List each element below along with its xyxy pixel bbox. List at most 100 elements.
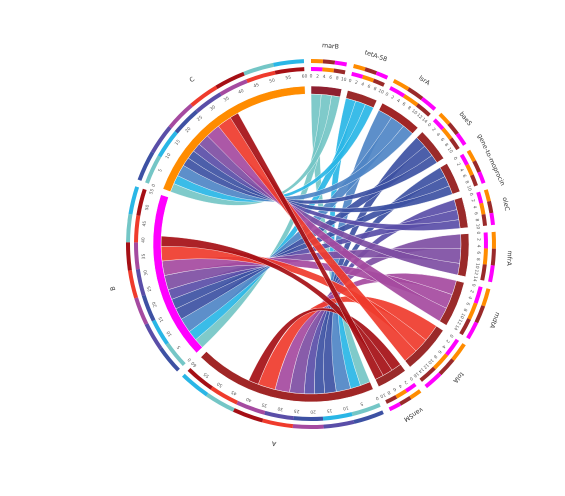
tick-label-teta-58-6: 6 [366, 83, 371, 90]
tick-label-b-20: 20 [151, 300, 159, 308]
tick-label-olec-2: 2 [470, 199, 477, 203]
ring-inner-c-6 [275, 67, 305, 75]
tick-label-a-30: 30 [277, 405, 284, 412]
tick-label-vansm-0: 0 [408, 375, 414, 382]
sector-label-baes: baeS [458, 111, 473, 128]
tick-label-teta-58-10: 10 [377, 88, 385, 96]
tick-label-c-20: 20 [184, 126, 192, 134]
sector-label-marb: marB [322, 42, 340, 51]
sector-label-a: A [271, 439, 277, 447]
tick-label-vansm-2: 2 [403, 379, 409, 386]
tick-label-lsra-0: 0 [384, 91, 389, 98]
tick-label-tola-0: 0 [448, 333, 455, 339]
tick-label-olec-10: 10 [474, 223, 481, 229]
tick-label-a-15: 15 [326, 407, 332, 414]
ring-inner-c-3 [196, 92, 222, 112]
tick-label-lsra-4: 4 [395, 98, 401, 105]
ring-outer-baes-2 [456, 133, 467, 146]
ring-outer-teta-58-1 [364, 67, 377, 75]
tick-label-c-45: 45 [253, 82, 260, 90]
tick-label-b-15: 15 [157, 315, 165, 323]
tick-label-baes-4: 4 [435, 132, 442, 138]
tick-label-a-20: 20 [310, 408, 316, 414]
sector-label-b: B [110, 286, 118, 292]
sector-label-lsra: lsrA [417, 75, 431, 88]
tick-label-marb-10: 10 [340, 76, 347, 83]
tick-label-tola-4: 4 [440, 343, 447, 349]
tick-label-a-35: 35 [261, 401, 268, 408]
tick-label-tola-2: 2 [444, 338, 451, 344]
tick-label-a-10: 10 [342, 404, 349, 411]
tick-label-vansm-6: 6 [392, 386, 398, 393]
sector-label-mdta: mdtA [488, 311, 501, 330]
tick-label-mfra-10: 10 [474, 263, 481, 270]
tick-label-mfra-2: 2 [475, 238, 481, 241]
ring-outer-vansm-0 [409, 389, 421, 399]
ring-outer-c-4 [215, 72, 244, 89]
tick-label-c-15: 15 [174, 138, 182, 146]
tick-label-baes-6: 6 [439, 137, 446, 143]
tick-label-a-55: 55 [202, 371, 210, 379]
ring-inner-marb-2 [334, 69, 346, 75]
tick-label-c-35: 35 [223, 95, 231, 103]
tick-label-gene-to-moprocin-2: 2 [455, 162, 462, 167]
ring-outer-gene-to-moprocin-1 [472, 160, 481, 173]
tick-label-b-50: 50 [144, 204, 151, 211]
tick-label-vansm-4: 4 [397, 383, 403, 390]
tick-label-gene-to-moprocin-8: 8 [463, 180, 470, 185]
ring-inner-a-2 [293, 416, 323, 421]
tick-label-c-60: 60 [302, 74, 308, 80]
ring-outer-olec-2 [489, 213, 495, 225]
tick-label-a-25: 25 [293, 408, 299, 414]
ring-outer-teta-58-0 [353, 64, 366, 71]
tick-label-lsra-2: 2 [390, 94, 396, 101]
ring-outer-a-1 [323, 420, 354, 429]
tick-label-marb-2: 2 [316, 74, 319, 80]
tick-label-baes-2: 2 [430, 127, 436, 133]
tick-label-mfra-14: 14 [471, 275, 478, 282]
tick-label-mdta-8: 8 [462, 307, 469, 312]
ring-inner-teta-58-0 [351, 72, 363, 79]
tick-label-mdta-4: 4 [466, 295, 473, 300]
ring-outer-mfra-1 [491, 249, 496, 266]
tick-label-teta-58-4: 4 [360, 81, 365, 88]
tick-label-gene-to-moprocin-0: 0 [452, 156, 459, 162]
tick-label-a-45: 45 [230, 389, 238, 397]
tick-label-olec-8: 8 [474, 218, 480, 222]
tick-label-b-10: 10 [165, 330, 173, 338]
ring-outer-b-4 [126, 242, 132, 270]
tick-label-baes-10: 10 [446, 146, 454, 154]
ring-outer-vansm-2 [389, 402, 401, 411]
tick-label-marb-4: 4 [322, 74, 325, 80]
ring-outer-gene-to-moprocin-2 [477, 171, 485, 184]
ring-outer-marb-2 [335, 61, 347, 67]
tick-label-c-50: 50 [269, 77, 276, 84]
tick-label-gene-to-moprocin-6: 6 [461, 174, 468, 179]
tick-label-b-55: 55 [148, 188, 156, 195]
ring-outer-mfra-2 [488, 265, 495, 282]
tick-label-a-5: 5 [359, 400, 364, 407]
tick-label-marb-0: 0 [310, 74, 313, 80]
tick-label-olec-6: 6 [473, 212, 479, 216]
ring-inner-mfra-1 [483, 248, 488, 264]
ring-inner-a-6 [188, 368, 213, 390]
ring-outer-b-1 [145, 323, 163, 349]
tick-label-gene-to-moprocin-4: 4 [458, 168, 465, 173]
ring-outer-b-5 [126, 214, 132, 242]
sector-label-mfra: mfrA [505, 250, 513, 266]
tick-label-c-40: 40 [237, 88, 245, 96]
tick-label-b-35: 35 [141, 253, 147, 259]
tick-label-b-30: 30 [143, 269, 150, 276]
ring-outer-baes-1 [447, 122, 458, 135]
tick-label-mfra-8: 8 [475, 258, 481, 262]
ring-outer-c-6 [273, 59, 304, 67]
tick-label-olec-4: 4 [471, 205, 478, 209]
ring-inner-b-6 [136, 189, 146, 216]
ring-inner-teta-58-2 [373, 79, 385, 87]
tick-label-c-30: 30 [209, 104, 217, 112]
ring-outer-c-0 [138, 151, 155, 180]
ring-outer-a-3 [262, 419, 293, 429]
ring-outer-marb-1 [323, 59, 335, 64]
tick-label-teta-58-8: 8 [372, 86, 377, 93]
